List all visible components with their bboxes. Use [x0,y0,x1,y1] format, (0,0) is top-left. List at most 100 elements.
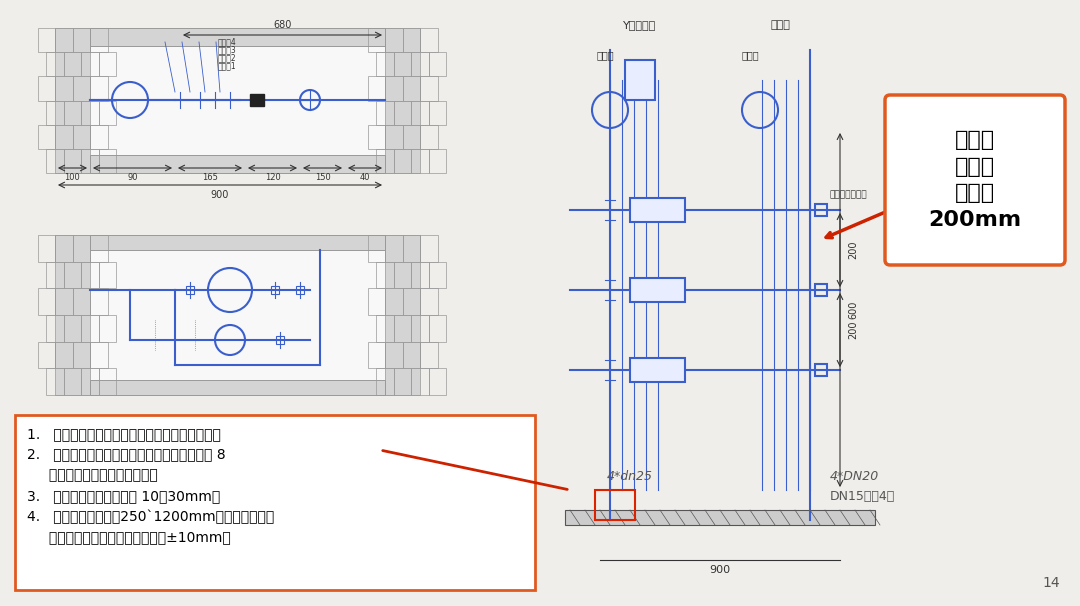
Bar [55,28,90,173]
Text: 900: 900 [710,565,730,575]
Bar [376,101,394,125]
Text: Y型过滤器: Y型过滤器 [623,20,657,30]
Bar [90,76,108,101]
Bar [429,149,446,173]
Text: 压力表: 压力表 [596,50,613,60]
Bar [90,28,384,46]
Text: 14: 14 [1042,576,1059,590]
Bar [394,315,411,342]
Bar [90,155,384,173]
Bar [64,262,81,288]
Bar [46,315,64,342]
Bar [403,342,420,368]
Bar [98,52,117,76]
Bar [98,368,117,395]
Bar [403,28,420,52]
Text: 压力表: 压力表 [741,50,759,60]
Bar [429,368,446,395]
Bar [55,235,90,395]
Text: 90: 90 [127,173,138,182]
Bar [64,149,81,173]
Bar [46,149,64,173]
Bar [367,28,384,52]
Bar [55,28,72,52]
Bar [403,125,420,149]
Bar [72,342,90,368]
Bar [403,76,420,101]
Bar [384,28,420,173]
Bar [81,262,98,288]
Bar [38,125,55,149]
Bar [98,315,117,342]
Bar [394,368,411,395]
Bar [46,368,64,395]
Bar [394,149,411,173]
Bar [186,286,194,294]
Bar [46,262,64,288]
Bar [394,101,411,125]
Bar [90,125,108,149]
Bar [38,235,55,262]
Bar [276,336,284,344]
Text: 可曲挠橡胶接头: 可曲挠橡胶接头 [831,190,867,199]
Bar [429,262,446,288]
Bar [630,278,685,302]
Bar [81,368,98,395]
Bar [384,288,403,315]
Bar [815,284,827,296]
Bar [367,125,384,149]
Bar [55,125,72,149]
Bar [90,235,108,262]
Bar [90,342,108,368]
Bar [90,288,108,315]
Bar [429,52,446,76]
Text: 150: 150 [314,173,330,182]
Bar [38,28,55,52]
Bar [81,315,98,342]
Text: 4*DN20: 4*DN20 [831,470,879,483]
Bar [90,46,384,155]
Bar [367,76,384,101]
Bar [411,315,429,342]
Bar [72,125,90,149]
Bar [376,368,394,395]
Bar [420,76,437,101]
Bar [64,315,81,342]
Bar [403,235,420,262]
Bar [815,364,827,376]
Text: 1.   水表须水平安装，箭头方向与水流方向一致。
2.   安装螺翼湿式水表，表前与阀门应有不小于 8
     倍水表接口直径的直线管段。
3.   表外壳: 1. 水表须水平安装，箭头方向与水流方向一致。 2. 安装螺翼湿式水表，表前与阀… [27,427,274,544]
Bar [376,315,394,342]
Bar [429,101,446,125]
Bar [411,262,429,288]
Bar [384,235,420,395]
Bar [384,125,403,149]
Bar [384,235,403,262]
Bar [384,76,403,101]
Bar [296,286,303,294]
Text: 680: 680 [274,20,293,30]
Bar [98,149,117,173]
Bar [420,125,437,149]
Text: 600: 600 [848,301,858,319]
Bar [15,415,535,590]
Bar [72,28,90,52]
Text: 入户管1: 入户管1 [218,61,237,70]
Text: 165: 165 [202,173,218,182]
Bar [81,101,98,125]
Bar [420,28,437,52]
Bar [90,380,384,395]
Text: DN15水表4只: DN15水表4只 [831,490,895,503]
Bar [420,235,437,262]
Bar [394,52,411,76]
Bar [38,342,55,368]
Bar [46,52,64,76]
Bar [55,235,72,262]
Bar [815,204,827,216]
Bar [90,235,384,250]
Bar [98,101,117,125]
Bar [38,76,55,101]
Text: 40: 40 [360,173,370,182]
Bar [72,76,90,101]
Bar [411,52,429,76]
Text: 入户管2: 入户管2 [218,53,237,62]
